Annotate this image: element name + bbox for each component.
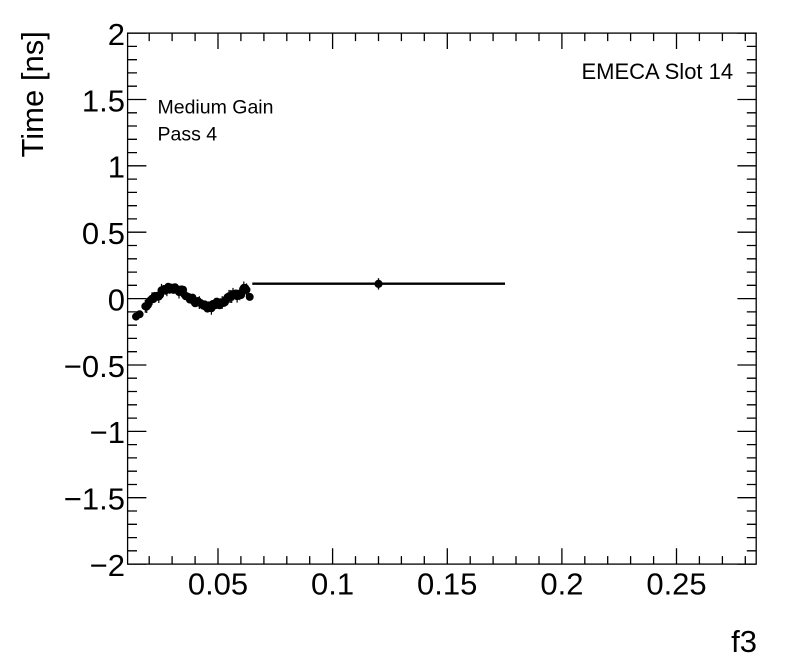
- svg-text:f3: f3: [731, 624, 757, 659]
- svg-text:Time [ns]: Time [ns]: [15, 31, 50, 157]
- svg-text:−2: −2: [90, 548, 125, 583]
- svg-text:−0.5: −0.5: [64, 349, 125, 384]
- svg-text:0.1: 0.1: [311, 567, 354, 602]
- svg-text:Pass 4: Pass 4: [158, 124, 218, 146]
- svg-text:2: 2: [108, 17, 125, 52]
- svg-text:0.2: 0.2: [540, 567, 583, 602]
- svg-text:0.25: 0.25: [646, 567, 706, 602]
- svg-text:0: 0: [108, 282, 125, 317]
- svg-text:−1.5: −1.5: [64, 482, 125, 517]
- svg-text:0.5: 0.5: [82, 216, 125, 251]
- svg-text:EMECA Slot 14: EMECA Slot 14: [582, 59, 734, 84]
- svg-text:−1: −1: [90, 415, 125, 450]
- svg-text:Medium Gain: Medium Gain: [158, 96, 274, 118]
- svg-text:0.15: 0.15: [417, 567, 477, 602]
- svg-text:1.5: 1.5: [82, 83, 125, 118]
- svg-text:1: 1: [108, 150, 125, 185]
- svg-text:0.05: 0.05: [188, 567, 248, 602]
